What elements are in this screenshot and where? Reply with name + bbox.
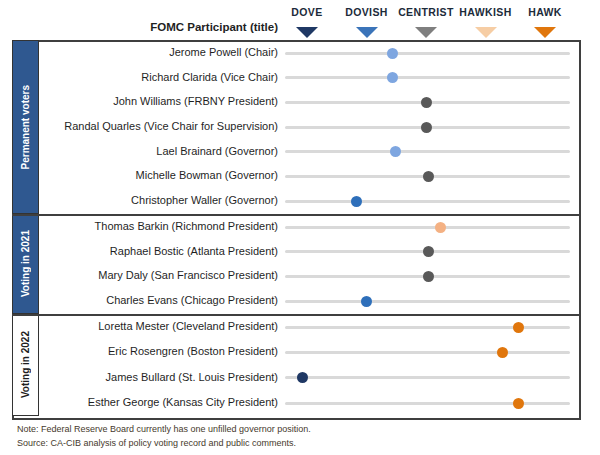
fomc-stance-chart: DOVEDOVISHCENTRISTHAWKISHHAWK FOMC Parti… xyxy=(0,0,600,455)
stance-track xyxy=(285,150,570,153)
stance-dot xyxy=(423,271,434,282)
stance-dot xyxy=(513,322,524,333)
participant-label: Lael Brainard (Governor) xyxy=(20,145,278,157)
stance-dot xyxy=(387,48,398,59)
participant-label: Thomas Barkin (Richmond President) xyxy=(20,220,278,232)
participant-label: Richard Clarida (Vice Chair) xyxy=(20,71,278,83)
stance-track xyxy=(285,76,570,79)
footnotes: Note: Federal Reserve Board currently ha… xyxy=(17,423,311,450)
stance-dot xyxy=(423,171,434,182)
stance-dot xyxy=(297,372,308,383)
participant-label: James Bullard (St. Louis President) xyxy=(20,371,278,383)
stance-dot xyxy=(421,97,432,108)
stance-dot xyxy=(497,347,508,358)
stance-track xyxy=(285,376,570,379)
participant-label: Jerome Powell (Chair) xyxy=(20,46,278,58)
stance-track xyxy=(285,52,570,55)
participant-label: Mary Daly (San Francisco President) xyxy=(20,269,278,281)
source-line: Source: CA-CIB analysis of policy voting… xyxy=(17,437,311,451)
participant-label: Raphael Bostic (Atlanta President) xyxy=(20,245,278,257)
stance-dot xyxy=(361,296,372,307)
stance-dot xyxy=(387,72,398,83)
participant-rows: Jerome Powell (Chair) Richard Clarida (Vi… xyxy=(0,0,600,455)
stance-track xyxy=(285,226,570,229)
stance-dot xyxy=(390,146,401,157)
participant-label: Michelle Bowman (Governor) xyxy=(20,169,278,181)
participant-label: Esther George (Kansas City President) xyxy=(20,396,278,408)
stance-track xyxy=(285,300,570,303)
stance-dot xyxy=(351,196,362,207)
stance-track xyxy=(285,200,570,203)
participant-label: Eric Rosengren (Boston President) xyxy=(20,345,278,357)
participant-label: Christopher Waller (Governor) xyxy=(20,194,278,206)
participant-label: Randal Quarles (Vice Chair for Supervisi… xyxy=(20,120,278,132)
stance-track xyxy=(285,326,570,329)
participant-label: Loretta Mester (Cleveland President) xyxy=(20,320,278,332)
stance-track xyxy=(285,351,570,354)
stance-dot xyxy=(513,398,524,409)
note-line: Note: Federal Reserve Board currently ha… xyxy=(17,423,311,437)
stance-dot xyxy=(423,246,434,257)
stance-dot xyxy=(421,122,432,133)
participant-label: John Williams (FRBNY President) xyxy=(20,95,278,107)
participant-label: Charles Evans (Chicago President) xyxy=(20,294,278,306)
stance-dot xyxy=(435,222,446,233)
stance-track xyxy=(285,402,570,405)
